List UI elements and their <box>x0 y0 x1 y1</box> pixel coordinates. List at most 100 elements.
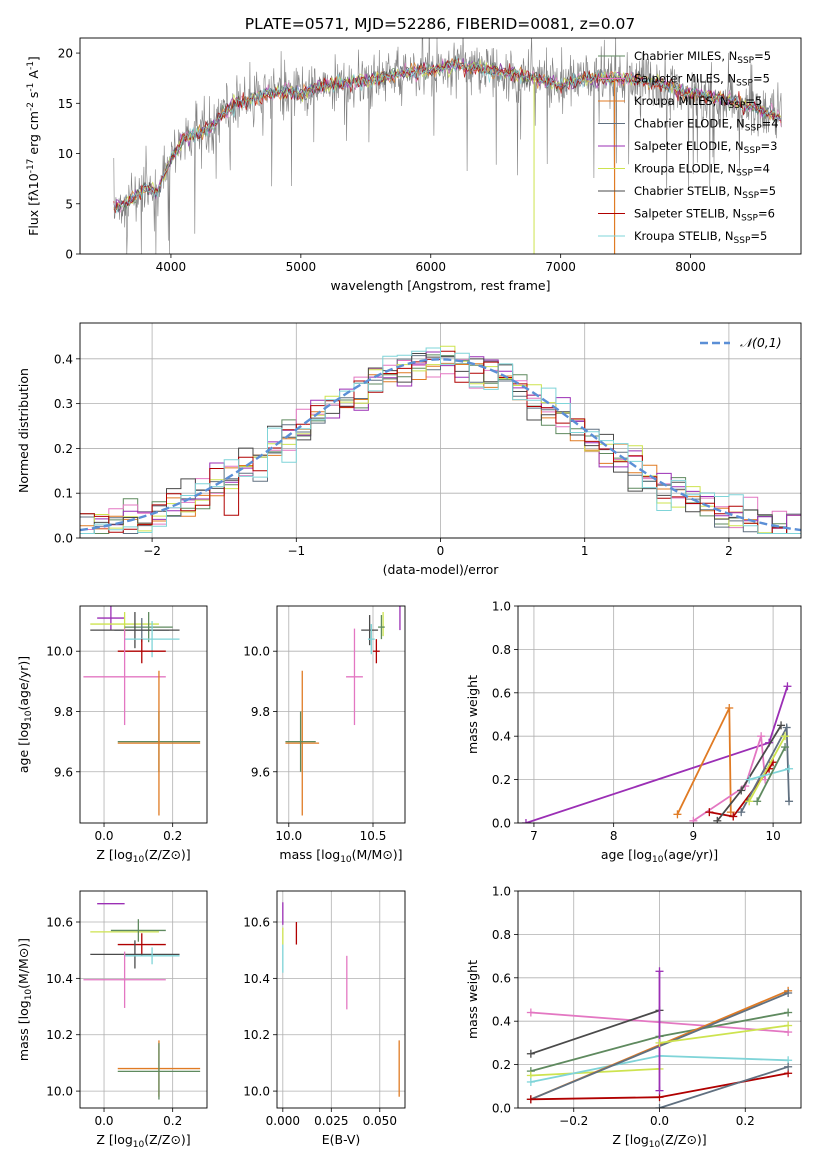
weight-line-salp_miles <box>692 735 766 822</box>
label-part: Chabrier STELIB, N <box>634 184 742 198</box>
x-tick-label: 4000 <box>156 260 187 274</box>
label-part: Z [log <box>96 847 132 862</box>
y-tick-label: 1.0 <box>492 885 511 899</box>
label-part: SSP <box>737 56 754 66</box>
y-tick-label: 20 <box>58 47 73 61</box>
label-part: mass weight <box>465 960 480 1039</box>
y-tick-label: 0.4 <box>492 1015 511 1029</box>
label-part: 𝒩(0,1) <box>740 335 782 350</box>
weight-line-krou_stelib <box>748 767 790 781</box>
y-tick-label: 0.1 <box>54 487 73 501</box>
label-part: 10 <box>340 855 352 865</box>
x-tick-label: 8 <box>610 829 618 843</box>
spectrum-model-salp_stelib <box>113 58 782 214</box>
label-part: (M/M <box>16 958 31 989</box>
x-tick-label: 0.050 <box>363 1114 397 1128</box>
legend-entry: Salpeter ELODIE, NSSP=3 <box>634 139 777 156</box>
label-part: age [log <box>16 722 31 773</box>
label-part: 10 <box>649 1140 661 1150</box>
label-part: =6 <box>758 207 775 221</box>
y-tick-label: 5 <box>65 197 73 211</box>
panel-age_vs_Z: 0.0 0.29.69.810.0Z [log10(Z/Z⊙)]age [log1… <box>16 605 208 865</box>
label-part: SSP <box>734 236 751 246</box>
label-part: E(B-V) <box>322 1132 361 1147</box>
x-tick-label: 10 <box>765 829 780 843</box>
x-tick-label: 7 <box>530 829 538 843</box>
y-axis-label: Normed distribution <box>16 368 31 493</box>
weight-line-chab_miles <box>756 746 786 802</box>
label-part: mass weight <box>465 675 480 754</box>
legend-entry: Salpeter STELIB, NSSP=6 <box>634 207 775 224</box>
label-part: SSP <box>742 191 759 201</box>
y-axis-label: mass weight <box>465 960 480 1039</box>
y-tick-label: 10.6 <box>46 916 73 930</box>
x-axis-label: (data-model)/error <box>383 562 500 577</box>
label-part: ⊙)] <box>170 847 190 862</box>
figure-title: PLATE=0571, MJD=52286, FIBERID=0081, z=0… <box>245 15 635 33</box>
axes-frame <box>276 890 406 1109</box>
label-part: -1 <box>26 83 36 92</box>
y-tick-label: 0.0 <box>54 532 73 546</box>
x-tick-label: 0.0 <box>94 1114 113 1128</box>
y-tick-label: 0.6 <box>492 686 511 700</box>
label-part: (Z/Z <box>144 847 170 862</box>
label-part: (M/M <box>352 847 383 862</box>
label-part: 10 <box>652 855 664 865</box>
label-part: 10 <box>24 710 34 722</box>
label-part: Kroupa ELODIE, N <box>634 162 736 176</box>
plot-area <box>80 345 801 534</box>
axes-frame <box>79 605 208 824</box>
panel-mass_vs_Z: 0.0 0.210.010.210.410.6Z [log10(Z/Z⊙)]mas… <box>16 890 208 1150</box>
x-tick-label: 9 <box>690 829 698 843</box>
x-tick-label: 8000 <box>675 260 706 274</box>
label-part: erg cm <box>26 111 41 159</box>
y-axis-label: mass weight <box>465 675 480 754</box>
plot-area <box>83 903 201 1100</box>
label-part: 10 <box>133 855 145 865</box>
panel-weight_vs_Z: −0.2 0.0 0.2 0.0 0.2 0.4 0.6 0.8 1.0 Z [log10(Z/Z… <box>465 885 802 1150</box>
spectrum-model-chab_stelib <box>113 55 782 211</box>
y-tick-label: 0.3 <box>54 397 73 411</box>
y-tick-label: 0.2 <box>492 773 511 787</box>
y-tick-label: 10.6 <box>243 916 270 930</box>
x-axis-label: Z [log10(Z/Z⊙)] <box>96 847 190 865</box>
y-tick-label: 9.8 <box>251 705 270 719</box>
label-part: ] <box>26 56 41 61</box>
panel-mass_vs_ebv: 0.000 0.025 0.050 10.0 10.2 10.4 10.6 E(B-V) <box>243 890 406 1147</box>
spectrum-data-line <box>113 38 782 254</box>
y-tick-label: 10.0 <box>243 645 270 659</box>
label-part: -1 <box>26 61 36 70</box>
label-part: wavelength [Angstrom, rest frame] <box>330 278 550 293</box>
label-part: s <box>26 92 41 103</box>
y-tick-label: 0.8 <box>492 928 511 942</box>
y-tick-label: 15 <box>58 97 73 111</box>
x-tick-label: 5000 <box>286 260 317 274</box>
x-axis-label: Z [log10(Z/Z⊙)] <box>96 1132 190 1150</box>
x-tick-label: 1 <box>581 544 589 558</box>
y-tick-label: 0.4 <box>492 730 511 744</box>
label-part: SSP <box>744 146 761 156</box>
x-tick-label: 10.0 <box>275 829 302 843</box>
y-tick-label: 0.4 <box>54 352 73 366</box>
axes-frame <box>276 605 406 824</box>
y-tick-label: 10.4 <box>46 972 73 986</box>
y-axis-label: Flux [fλ10-17 erg cm-2 s-1 A-1] <box>26 56 41 236</box>
y-tick-label: 10.2 <box>243 1028 270 1042</box>
y-tick-label: 10.0 <box>46 1085 73 1099</box>
spectrum-model-krou_stelib <box>113 56 782 215</box>
label-part: Salpeter ELODIE, N <box>634 139 744 153</box>
plot-area <box>285 606 401 816</box>
legend-entry: Kroupa STELIB, NSSP=5 <box>634 229 767 246</box>
label-part: (Z/Z <box>660 1132 686 1147</box>
y-tick-label: 0.2 <box>54 442 73 456</box>
plot-area <box>521 682 794 823</box>
y-axis-label: mass [log10(M/M⊙)] <box>16 938 34 1061</box>
x-tick-label: −1 <box>287 544 305 558</box>
y-tick-label: 10.2 <box>46 1028 73 1042</box>
plot-area <box>83 606 201 816</box>
label-part: SSP <box>741 214 758 224</box>
x-tick-label: 10.5 <box>360 829 387 843</box>
x-tick-label: 0.000 <box>266 1114 300 1128</box>
label-part: =5 <box>759 184 776 198</box>
